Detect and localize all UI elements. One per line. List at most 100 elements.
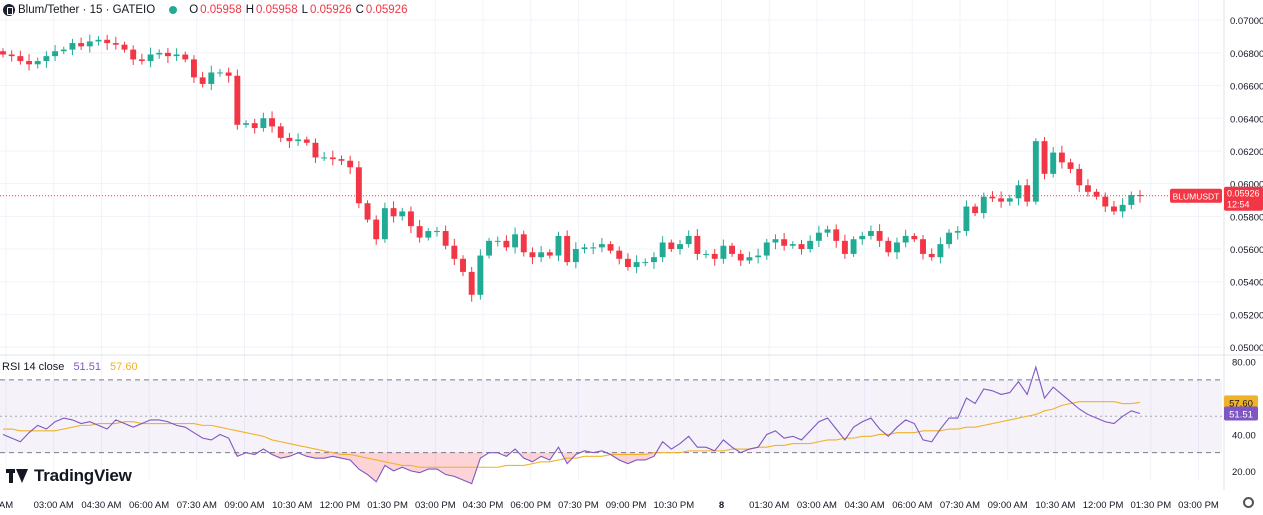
rsi-tag-value: 51.51	[1229, 410, 1253, 421]
candle	[373, 215, 380, 245]
tradingview-logo[interactable]: TradingView	[6, 466, 132, 486]
rsi-ma-line	[3, 401, 1141, 468]
candle-body	[1050, 152, 1057, 174]
close-label: C	[355, 4, 364, 16]
candle-body	[538, 252, 545, 258]
candle-body	[199, 77, 206, 84]
candle-body	[859, 235, 866, 240]
candle-body	[946, 232, 953, 245]
candle-body	[998, 198, 1005, 202]
candle-body	[529, 252, 536, 258]
candle-body	[390, 208, 397, 217]
candle	[833, 224, 840, 248]
candle-body	[104, 39, 111, 44]
candle-body	[781, 239, 788, 246]
candle-body	[590, 247, 597, 249]
candle-body	[164, 52, 171, 57]
candle-body	[685, 235, 692, 245]
candle-body	[434, 231, 440, 233]
candle	[60, 46, 67, 55]
candle	[390, 201, 397, 223]
candle	[616, 246, 623, 265]
candle-body	[581, 247, 588, 250]
candle	[564, 230, 571, 266]
candle	[781, 233, 788, 251]
candle-body	[746, 257, 753, 261]
candle	[1137, 190, 1143, 203]
settings-gear-icon[interactable]	[1243, 497, 1254, 508]
candle	[894, 237, 900, 260]
candle	[1041, 136, 1048, 180]
candle-body	[1084, 185, 1091, 192]
candle	[980, 192, 987, 219]
price-axis-label: 0.06400	[1230, 114, 1263, 125]
time-axis-label: 01:30 PM	[1130, 500, 1171, 511]
candle-body	[0, 51, 6, 55]
time-axis-label: 07:30 AM	[940, 500, 980, 511]
candle-body	[8, 54, 15, 57]
candle-body	[607, 244, 614, 251]
candle	[989, 191, 996, 202]
candle	[243, 120, 249, 128]
candle-body	[1128, 195, 1135, 205]
candle	[998, 191, 1005, 208]
candle-body	[711, 253, 718, 259]
rsi-oversold-fills	[233, 452, 659, 484]
candle	[651, 252, 657, 269]
candle	[407, 206, 414, 233]
candle-body	[277, 126, 284, 138]
candle-body	[468, 271, 475, 295]
candle-body	[407, 211, 414, 227]
candle-body	[616, 250, 623, 259]
rsi-oversold-fill	[502, 452, 511, 457]
candle	[902, 229, 909, 248]
price-tag-value: 0.05926	[1227, 189, 1260, 199]
rsi-ma-tag-box	[1224, 395, 1258, 410]
candle	[538, 246, 545, 263]
candle	[624, 253, 631, 271]
candle	[86, 34, 93, 53]
candle	[329, 150, 336, 166]
candle-body	[1093, 191, 1100, 197]
candle	[295, 133, 302, 147]
market-status-icon	[169, 6, 178, 14]
candle	[303, 136, 310, 146]
time-axis-label: 03:00 AM	[34, 500, 74, 511]
candle	[8, 50, 15, 62]
price-axis-label: 0.05600	[1230, 245, 1263, 256]
candle	[763, 238, 770, 260]
candle	[1076, 164, 1083, 193]
candle	[607, 241, 614, 254]
candle	[78, 37, 85, 50]
time-axis-label: 06:00 PM	[510, 500, 551, 511]
candle-body	[295, 139, 302, 142]
candle	[703, 250, 709, 259]
candle	[468, 267, 475, 302]
time-axis-label: 10:30 AM	[272, 500, 312, 511]
candle	[928, 248, 935, 261]
candle	[911, 233, 918, 243]
candle	[1058, 145, 1065, 169]
candle-body	[182, 54, 189, 60]
candle	[677, 239, 683, 255]
candle	[338, 155, 345, 165]
candle	[824, 225, 831, 237]
candle-body	[954, 231, 961, 233]
time-axis-label: 07:30 AM	[177, 500, 217, 511]
candle	[251, 118, 258, 134]
candle	[1006, 194, 1013, 206]
time-axis-label: 03:00 AM	[797, 500, 837, 511]
candle-body	[894, 242, 900, 253]
symbol-title[interactable]: Blum/Tether · 15 · GATEIO	[18, 4, 156, 16]
candle-body	[512, 234, 519, 248]
candle-body	[347, 160, 354, 168]
candle-body	[486, 240, 492, 256]
candle	[277, 122, 284, 143]
candle-body	[86, 41, 93, 47]
candle-body	[460, 258, 466, 272]
candle-body	[217, 72, 223, 74]
candle-body	[147, 54, 154, 62]
candle	[1084, 179, 1091, 197]
rsi-title[interactable]: RSI 14 close	[2, 361, 65, 373]
